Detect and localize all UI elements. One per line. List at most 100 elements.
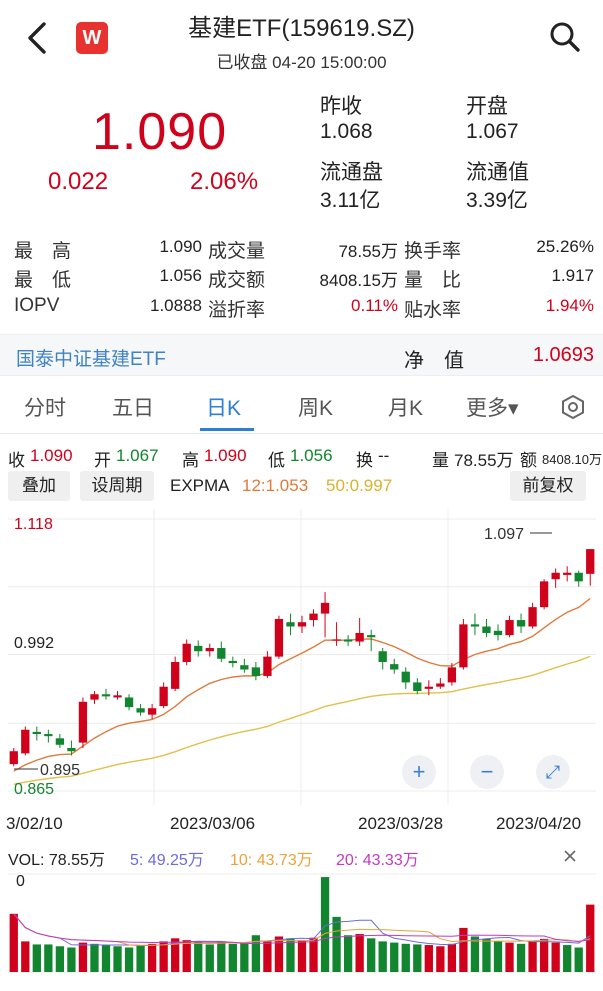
volume-bar <box>528 941 537 972</box>
low-marker-label: 0.895 <box>40 762 80 779</box>
info-close-label: 收 <box>8 451 25 470</box>
low-label: 最 低 <box>14 270 72 291</box>
search-icon[interactable] <box>548 20 582 54</box>
candle-body <box>251 667 261 676</box>
candle-body <box>67 747 76 752</box>
prev-close-value: 1.068 <box>320 120 373 143</box>
vol-ma20: 20: 43.33万 <box>336 852 419 869</box>
market-status: 已收盘 04-20 15:00:00 <box>216 53 387 72</box>
volume-bar <box>217 941 226 972</box>
candle-body <box>332 639 341 641</box>
fullscreen-button[interactable]: ⤢ <box>536 755 570 789</box>
high-value: 1.090 <box>159 237 202 256</box>
page-title: 基建ETF(159619.SZ) <box>188 15 415 42</box>
volume-bar <box>436 946 445 972</box>
volume-bar <box>505 942 514 972</box>
high-label: 最 高 <box>14 241 72 262</box>
amount-value: 8408.15万 <box>319 271 398 290</box>
fund-name-link[interactable]: 国泰中证基建ETF <box>16 349 166 370</box>
volume-bar <box>459 927 468 972</box>
indicator-name[interactable]: EXPMA <box>170 476 230 495</box>
candle-body <box>21 729 30 754</box>
adjust-button[interactable]: 前复权 <box>510 471 586 501</box>
candle-body <box>447 667 457 683</box>
info-vol-value: 78.55万 <box>454 451 514 470</box>
tab-weekly-k[interactable]: 周K <box>298 397 334 420</box>
info-open-label: 开 <box>94 451 111 470</box>
net-value-bar[interactable] <box>0 334 603 376</box>
volume-bar <box>78 942 88 972</box>
candle-body <box>147 708 157 715</box>
vol-ma5-line <box>13 913 591 946</box>
tab-more[interactable]: 更多▾ <box>466 397 519 420</box>
tab-intraday[interactable]: 分时 <box>24 397 66 420</box>
volume-bar <box>343 935 353 972</box>
candle-body <box>424 686 433 689</box>
candle-body <box>171 661 180 689</box>
iopv-label: IOPV <box>14 295 60 316</box>
price-change: 0.022 <box>48 168 109 195</box>
candle-body <box>113 695 122 698</box>
volume-bar <box>124 947 134 972</box>
volume-bar <box>159 941 168 972</box>
tab-monthly-k[interactable]: 月K <box>388 397 424 420</box>
candle-body <box>390 664 399 670</box>
candle-body <box>367 635 376 638</box>
volume-bar <box>378 941 387 972</box>
candle-body <box>343 639 353 642</box>
candle-body <box>263 656 272 676</box>
candles-group <box>9 549 595 767</box>
ema12-value: 12:1.053 <box>242 476 309 495</box>
back-arrow-icon[interactable] <box>22 18 52 58</box>
volume-bar <box>551 942 560 972</box>
float-shares-label: 流通盘 <box>320 161 383 184</box>
volume-bar <box>113 946 122 972</box>
volume-bar <box>516 943 526 972</box>
close-icon[interactable] <box>562 848 578 864</box>
settings-icon[interactable] <box>560 394 586 420</box>
volume-bar <box>263 941 272 972</box>
tab-five-day[interactable]: 五日 <box>112 397 154 420</box>
info-high-value: 1.090 <box>204 446 247 465</box>
info-open-value: 1.067 <box>116 446 159 465</box>
tab-daily-k[interactable]: 日K <box>206 397 242 420</box>
x-tick-3: 2023/03/28 <box>358 814 444 833</box>
candle-body <box>32 731 41 735</box>
volume-bar <box>194 942 203 972</box>
candlestick-chart[interactable]: 1.118 0.992 0.865 1.097 0.895 <box>0 505 603 805</box>
candle-body <box>240 665 249 670</box>
volume-bar <box>332 916 341 972</box>
info-amt-value: 8408.10万 <box>542 452 602 467</box>
vol-total: VOL: 78.55万 <box>8 852 105 869</box>
candle-body <box>505 620 514 636</box>
volume-bar <box>447 943 457 972</box>
x-tick-1: 3/02/10 <box>6 814 63 833</box>
candle-body <box>563 572 572 575</box>
ema50-line <box>13 655 591 785</box>
open-value: 1.067 <box>466 120 519 143</box>
vol-ma10: 10: 43.73万 <box>230 852 313 869</box>
candle-body <box>470 624 480 627</box>
x-tick-4: 2023/04/20 <box>496 814 582 833</box>
zoom-in-button[interactable]: + <box>402 755 436 789</box>
volume-bar <box>367 938 376 972</box>
iopv-value: 1.0888 <box>150 296 202 315</box>
info-high-label: 高 <box>182 451 199 470</box>
volume-bar <box>90 943 99 972</box>
tabs-divider <box>0 433 603 434</box>
volume-bar <box>470 936 480 972</box>
candle-body <box>136 708 145 713</box>
candle-body <box>436 683 445 687</box>
volume-bar <box>44 944 53 972</box>
candle-body <box>78 701 88 743</box>
candle-body <box>309 613 318 621</box>
discount-value: 1.94% <box>545 296 594 315</box>
set-period-button[interactable]: 设周期 <box>80 471 154 501</box>
overlay-button[interactable]: 叠加 <box>8 471 70 501</box>
vol-ma20-line <box>13 913 591 945</box>
zoom-out-button[interactable]: − <box>470 755 504 789</box>
premium-label: 溢折率 <box>208 300 266 321</box>
volume-bar <box>251 935 261 972</box>
candle-body <box>539 581 549 608</box>
volume-chart[interactable]: 0 <box>0 868 603 988</box>
